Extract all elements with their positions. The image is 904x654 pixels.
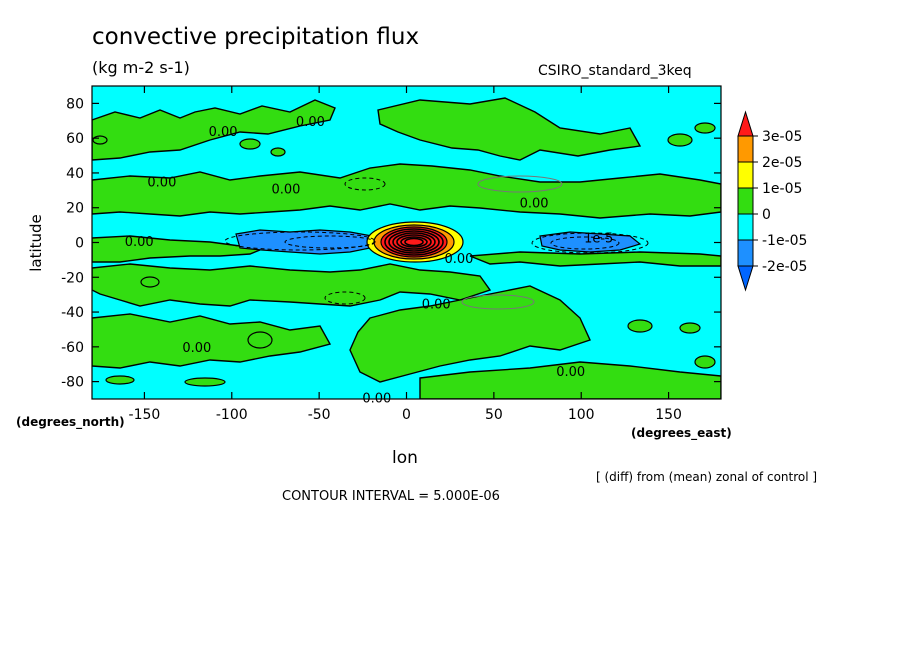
x-axis-label: lon [392,448,418,468]
contour-interval: CONTOUR INTERVAL = 5.000E-06 [282,489,500,504]
contour-labels: 0.00 0.00 0.00 0.00 0.00 0.00 1e-5 0.00 0.00 0.00… [125,115,614,406]
field-negative-contours [224,177,649,305]
y-tick-label: 40 [66,166,84,182]
colorbar-label: 3e-05 [762,129,802,145]
contour-label: 0.00 [422,297,451,312]
contour-label: 0.00 [209,125,238,140]
field-noise [92,122,716,387]
plot-area [92,86,721,399]
colorbar-band [737,187,754,215]
axes: -150 -100 -50 0 50 100 150 80 60 40 20 0 -20 -40 -60 -8… [61,86,721,423]
x-tick-label: 50 [485,407,503,423]
colorbar-label: -1e-05 [762,233,807,249]
y-tick-label: 0 [75,236,84,252]
x-tick-label: -50 [308,407,331,423]
y-tick-label: 20 [66,201,84,217]
field-region-subtropics-north [92,163,721,219]
x-tick-label: 100 [568,407,595,423]
field-region-north-central [377,97,642,161]
contour-label: 0.00 [125,235,154,250]
y-tick-label: -80 [61,375,84,391]
colorbar-label: -2e-05 [762,259,807,275]
colorbar: 3e-05 2e-05 1e-05 0 -1e-05 -2e-05 [737,110,807,292]
field-region-antarctic [419,361,721,399]
field-region-equatorial [92,235,271,263]
contour-label: 0.00 [362,391,391,406]
diff-note: [ (diff) from (mean) zonal of control ] [596,470,818,484]
contour-label: 0.00 [182,341,211,356]
field-region-south-west [92,263,492,307]
field-region-south-far [92,313,332,369]
x-axis-units: (degrees_east) [631,426,732,440]
field-core-contours [384,228,444,256]
y-tick-label: 60 [66,131,84,147]
x-tick-label: 150 [655,407,682,423]
contour-label: 0.00 [147,176,176,191]
colorbar-label: 0 [762,207,771,223]
field-region-north-west [92,99,336,161]
field-thin-contours [461,175,563,310]
contour-label: 0.00 [556,365,585,380]
contour-label: 1e-5 [584,231,613,246]
chart-units: (kg m-2 s-1) [92,58,190,77]
y-tick-label: -60 [61,340,84,356]
colorbar-band [737,135,754,163]
chart-title: convective precipitation flux [92,24,420,50]
x-tick-label: 0 [402,407,411,423]
contour-label: 0.00 [520,197,549,212]
contour-label: 0.00 [296,115,325,130]
contour-label: 0.00 [271,183,300,198]
contour-label: 0.00 [444,252,473,267]
colorbar-band [737,161,754,189]
colorbar-band [737,213,754,241]
x-tick-label: -100 [216,407,248,423]
colorbar-band [737,110,754,137]
colorbar-band [737,239,754,267]
colorbar-label: 1e-05 [762,181,802,197]
x-tick-label: -150 [129,407,161,423]
dataset-label: CSIRO_standard_3keq [538,63,692,79]
y-axis-units: (degrees_north) [16,415,125,429]
colorbar-label: 2e-05 [762,155,802,171]
field-region-equatorial-east [469,251,721,267]
y-tick-label: -40 [61,305,84,321]
y-tick-label: -20 [61,270,84,286]
colorbar-band [737,265,754,292]
y-tick-label: 80 [66,96,84,112]
